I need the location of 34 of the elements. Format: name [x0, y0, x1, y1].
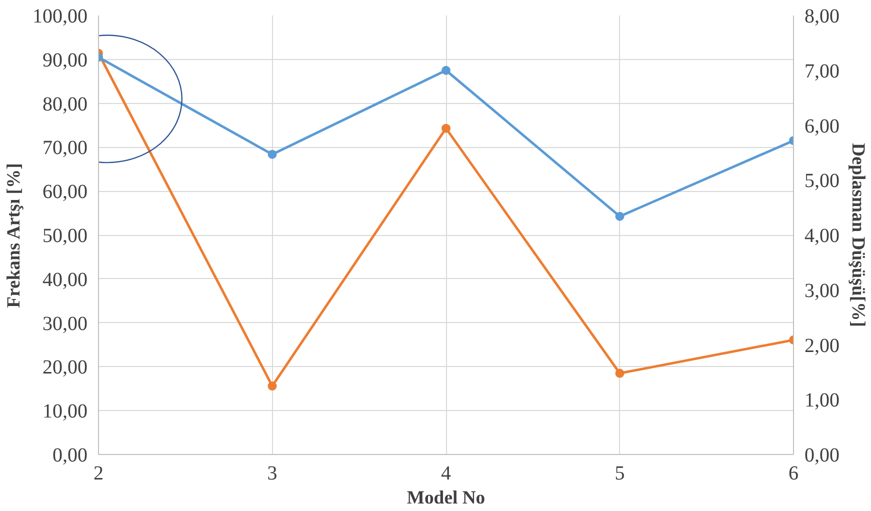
y-tick-label: 70,00 [42, 137, 88, 160]
y2-tick-label: 2,00 [804, 334, 840, 357]
y-tick-label: 0,00 [52, 444, 88, 466]
x-axis-title: Model No [406, 488, 486, 508]
y2-tick-label: 3,00 [804, 280, 840, 302]
y2-axis-title: Deplasman Düşüşü[%] [848, 142, 868, 328]
y-axis-title: Frekans Artşı [%] [4, 163, 24, 308]
y-tick-label: 80,00 [42, 93, 88, 116]
y2-tick-label: 1,00 [804, 390, 840, 412]
y2-tick-label: 5,00 [804, 170, 840, 192]
x-tick-label: 3 [267, 462, 278, 484]
y2-tick-label: 6,00 [804, 115, 840, 138]
y-tick-label: 30,00 [42, 312, 88, 335]
x-tick-label: 4 [441, 462, 451, 484]
point [615, 212, 624, 221]
y2-tick-label: 4,00 [804, 225, 840, 247]
y-tick-label: 50,00 [42, 225, 88, 247]
x-tick-label: 2 [94, 462, 104, 484]
y-tick-label: 100,00 [32, 6, 88, 28]
x-tick-label: 6 [788, 462, 798, 484]
point [442, 66, 450, 75]
x-tick-label: 5 [614, 462, 625, 484]
y-tick-label: 10,00 [42, 400, 88, 423]
y-tick-label: 90,00 [42, 49, 88, 72]
point [615, 368, 624, 378]
y2-tick-label: 7,00 [804, 60, 840, 82]
y-tick-label: 40,00 [42, 268, 88, 291]
point [268, 382, 277, 391]
point [442, 124, 450, 133]
y-tick-label: 20,00 [42, 356, 88, 379]
point [268, 150, 277, 159]
y-tick-label: 60,00 [42, 181, 88, 204]
y2-tick-label: 0,00 [804, 444, 840, 466]
y2-tick-label: 8,00 [804, 6, 840, 28]
